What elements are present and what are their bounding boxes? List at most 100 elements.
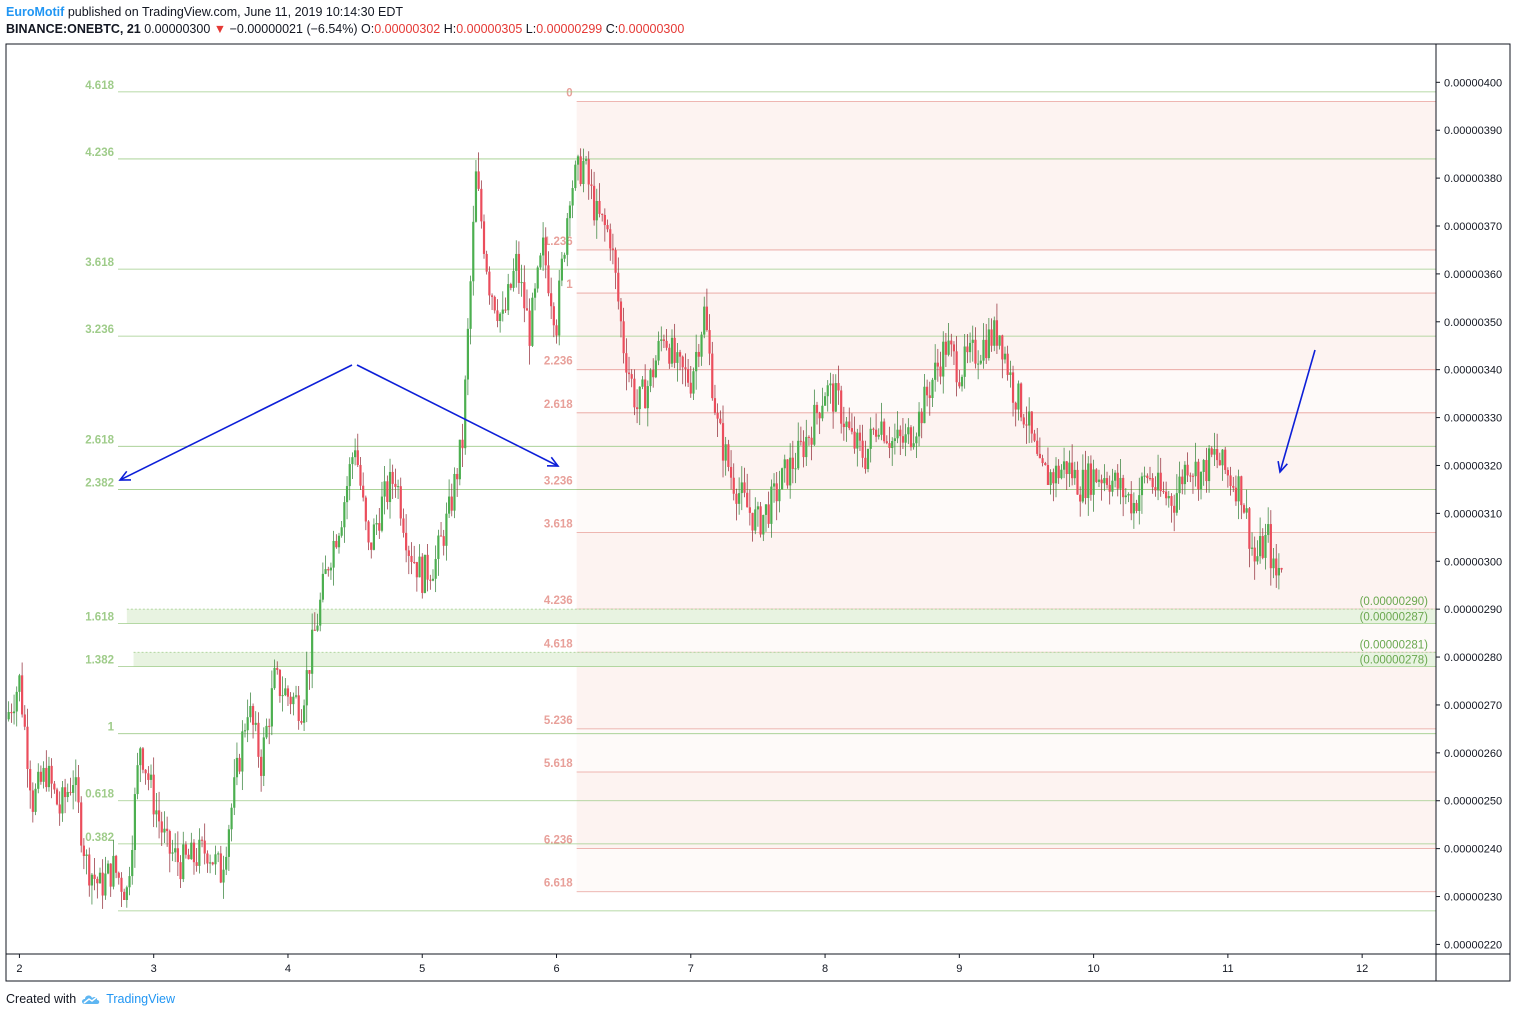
candle-up (724, 444, 727, 461)
author-name[interactable]: EuroMotif (6, 5, 65, 19)
candle-down (1226, 469, 1229, 476)
candle-up (246, 717, 249, 731)
candle-up (660, 339, 663, 341)
candle-down (485, 253, 488, 272)
candle-down (1108, 484, 1111, 492)
support-zone (133, 652, 1436, 667)
candle-up (171, 852, 174, 854)
candle-up (292, 696, 295, 705)
arrow-down (1279, 349, 1316, 473)
candle-down (31, 790, 34, 812)
candle-up (520, 282, 523, 284)
fib-green-label: 1.618 (85, 612, 114, 624)
candle-up (576, 156, 580, 165)
candle-down (1079, 494, 1082, 502)
candle-down (952, 344, 956, 352)
fib-red-label: 5.236 (544, 715, 573, 727)
candle-down (721, 423, 725, 461)
candle-down (450, 496, 453, 511)
candle-up (85, 854, 88, 856)
candle-up (225, 856, 228, 870)
price-tick-label: 0.00000300 (1444, 556, 1502, 568)
candle-down (289, 696, 292, 705)
candle-down (1240, 476, 1243, 506)
candle-up (423, 554, 427, 593)
candle-down (850, 428, 854, 432)
candle-down (705, 306, 709, 331)
candle-down (1019, 383, 1023, 418)
candle-up (198, 839, 201, 866)
candle-down (1001, 335, 1004, 360)
candle-down (619, 301, 623, 322)
candle-down (10, 711, 13, 714)
price-tick-label: 0.00000400 (1444, 77, 1502, 89)
candle-down (1210, 448, 1213, 455)
candle-down (141, 748, 145, 770)
candle-up (695, 351, 698, 372)
candle-down (1197, 461, 1200, 490)
candle-up (1167, 496, 1170, 499)
fib-red-label: 6.618 (544, 878, 573, 890)
candle-down (644, 379, 647, 409)
candle-up (329, 567, 333, 571)
candle-down (421, 556, 424, 593)
candle-down (370, 542, 373, 550)
candle-up (541, 237, 545, 256)
candle-down (523, 282, 526, 309)
candle-up (896, 429, 899, 439)
candle-down (356, 450, 359, 465)
candle-up (230, 807, 233, 830)
candle-up (1202, 460, 1205, 472)
candle-up (1087, 463, 1090, 499)
candle-down (853, 431, 856, 449)
candle-up (233, 777, 236, 808)
candle-up (319, 599, 322, 626)
candle-up (437, 535, 440, 559)
candle-down (885, 441, 888, 444)
brand-link[interactable]: TradingView (106, 992, 175, 1006)
candle-down (1232, 485, 1235, 488)
candle-down (168, 831, 171, 854)
candle-up (1062, 461, 1066, 470)
candle-down (509, 284, 512, 288)
candle-down (115, 855, 118, 873)
candle-up (1060, 469, 1063, 479)
candle-down (603, 214, 606, 226)
candle-down (1224, 449, 1227, 470)
candle-up (18, 675, 21, 692)
candle-down (974, 339, 977, 364)
candle-up (12, 711, 16, 714)
candle-up (262, 737, 265, 776)
candle-up (1017, 383, 1020, 410)
candle-up (826, 385, 829, 397)
candle-down (517, 253, 521, 283)
high-value: 0.00000305 (456, 22, 523, 36)
candle-down (200, 839, 204, 841)
candle-up (254, 722, 257, 725)
candle-down (525, 308, 529, 311)
candle-down (120, 877, 123, 892)
candle-down (1030, 411, 1033, 434)
candle-down (1011, 372, 1015, 403)
candle-up (106, 863, 110, 874)
candle-down (429, 579, 432, 581)
candle-down (713, 398, 717, 413)
candle-down (1014, 402, 1017, 410)
fib-green-label: 3.236 (85, 324, 114, 336)
time-tick-label: 12 (1356, 963, 1368, 975)
candle-up (574, 164, 577, 189)
candle-down (995, 320, 999, 346)
candle-up (37, 771, 40, 789)
candle-down (1076, 469, 1079, 495)
candle-up (125, 887, 128, 900)
time-tick-label: 2 (16, 963, 22, 975)
candle-down (681, 356, 684, 368)
candle-up (893, 438, 896, 442)
candle-up (595, 200, 598, 221)
candle-up (447, 496, 451, 514)
fib-red-band (576, 369, 1436, 413)
candle-down (251, 706, 255, 725)
candle-up (34, 788, 37, 812)
candle-up (128, 876, 131, 888)
